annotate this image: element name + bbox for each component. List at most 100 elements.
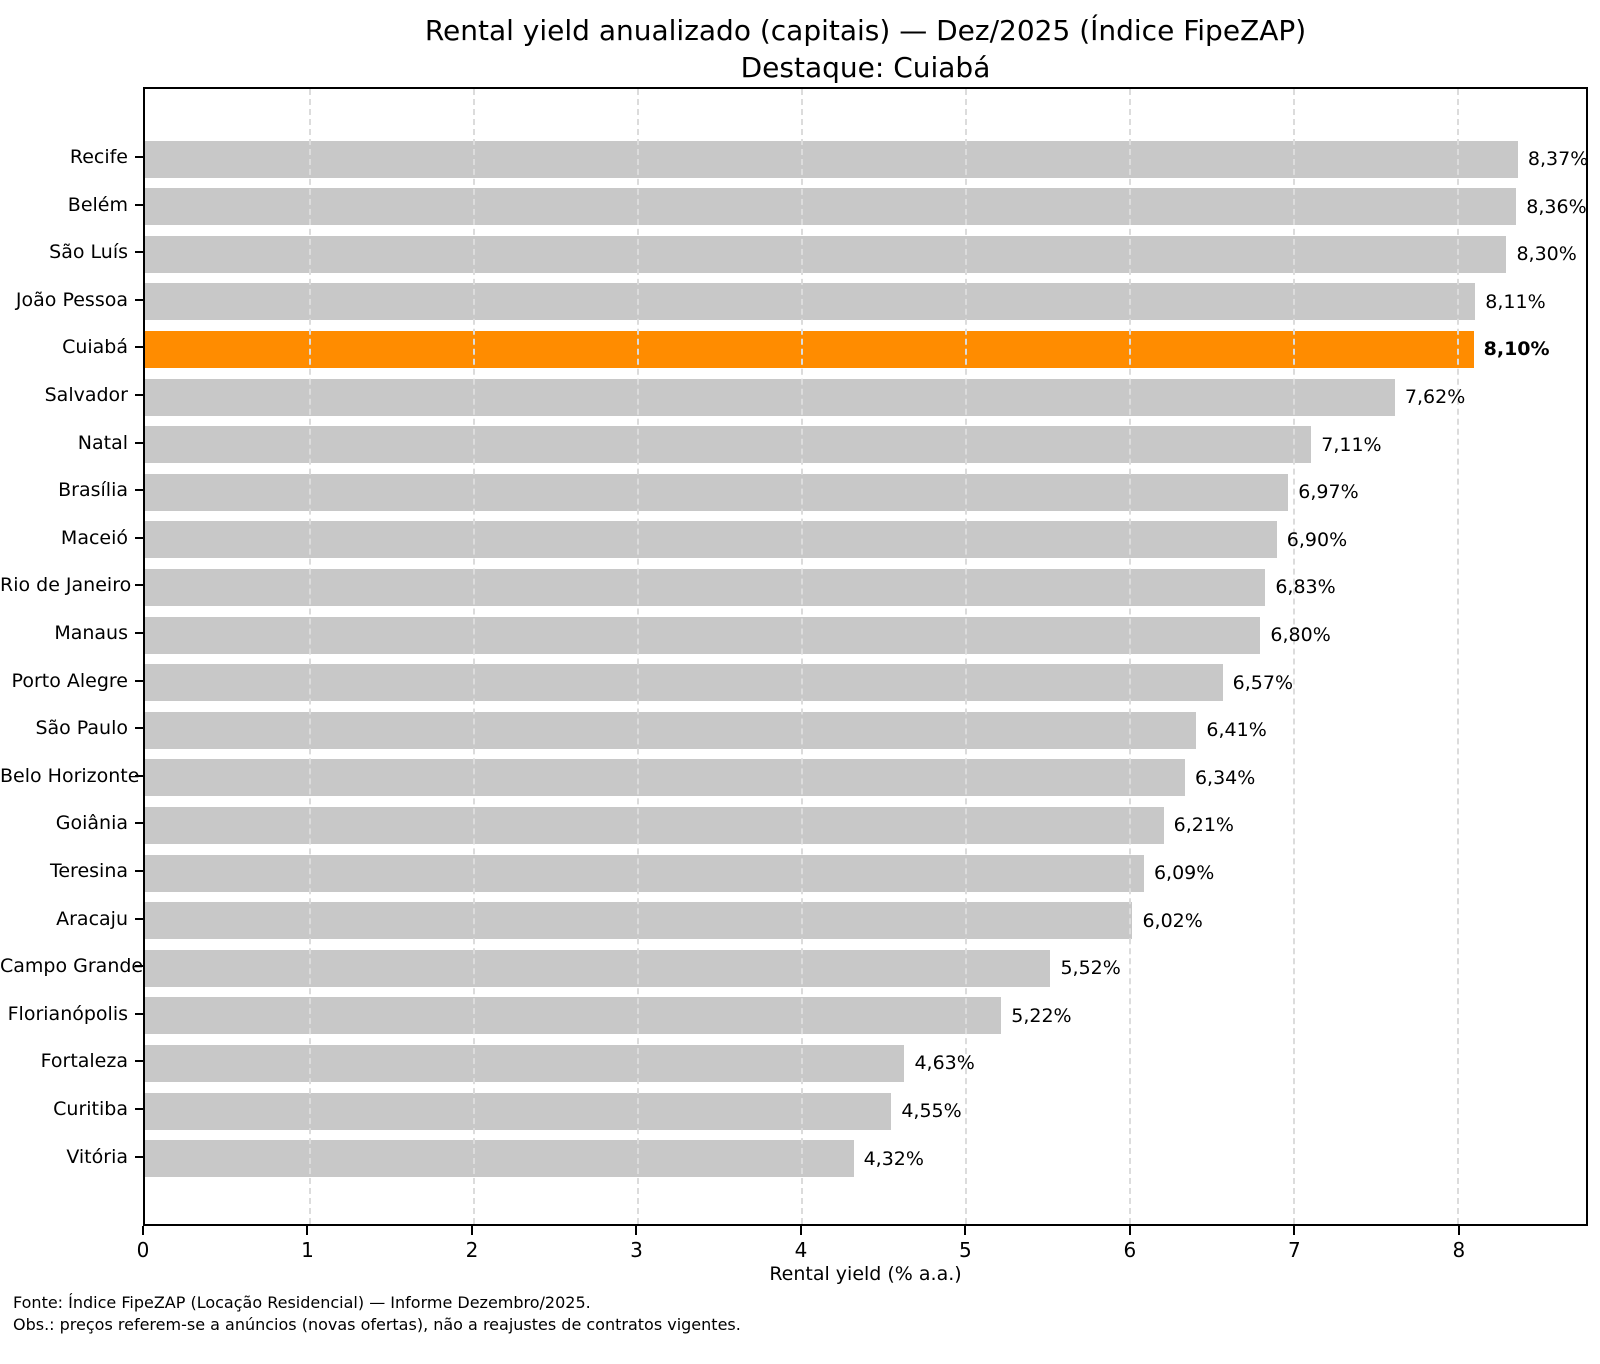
bar-value-label: 6,21% (1173, 814, 1234, 837)
x-tick-mark (1457, 1226, 1460, 1235)
bar-value-label: 8,36% (1526, 195, 1587, 218)
y-tick-label: Fortaleza (40, 1050, 128, 1073)
gridline (637, 89, 640, 1224)
y-tick-mark (135, 965, 143, 968)
gridline (1129, 89, 1132, 1224)
bar-value-label: 6,09% (1153, 862, 1215, 884)
x-tick-label: 6 (1123, 1238, 1137, 1262)
y-tick-mark (135, 774, 143, 777)
y-tick-mark (135, 1155, 143, 1158)
y-tick-mark (135, 727, 143, 730)
bar-value-label: 8,37% (1527, 148, 1589, 170)
bar-value-label: 6,90% (1286, 528, 1348, 551)
bar-value-label: 6,57% (1232, 671, 1294, 694)
y-tick-label: Rio de Janeiro (0, 574, 132, 597)
bar (145, 1140, 854, 1178)
x-tick-mark (1293, 1226, 1296, 1235)
y-tick-label: São Luís (49, 241, 128, 264)
bar-value-label: 8,30% (1516, 243, 1577, 266)
bar (145, 521, 1277, 559)
y-tick-label: Cuiabá (62, 336, 128, 359)
y-tick-label: Brasília (58, 479, 128, 502)
bar-value-label: 4,63% (914, 1052, 975, 1075)
y-tick-label: Goiânia (55, 812, 128, 835)
bar-value-label: 6,83% (1275, 576, 1336, 599)
y-tick-mark (135, 822, 143, 825)
gridline (309, 89, 312, 1224)
bar (145, 283, 1476, 321)
y-tick-mark (135, 203, 143, 206)
bar (145, 616, 1261, 654)
x-tick-label: 0 (136, 1238, 150, 1262)
bar-value-label: 6,02% (1142, 909, 1203, 932)
x-tick-label: 4 (794, 1238, 808, 1262)
y-tick-mark (135, 632, 143, 634)
y-tick-label: Recife (69, 146, 128, 168)
obs-line: Obs.: preços referem-se a anúncios (nova… (13, 1315, 741, 1334)
bar (145, 140, 1518, 178)
x-tick-mark (1128, 1226, 1131, 1235)
y-tick-mark (135, 394, 143, 396)
x-tick-mark (142, 1226, 144, 1235)
chart-subtitle: Destaque: Cuiabá (740, 51, 991, 84)
bar-value-label: 6,97% (1298, 481, 1359, 504)
y-tick-mark (135, 489, 143, 492)
x-tick-label: 3 (630, 1238, 643, 1262)
gridline (473, 89, 476, 1224)
x-tick-label: 1 (301, 1238, 314, 1262)
bar (145, 711, 1197, 749)
y-tick-mark (135, 298, 143, 301)
bar (145, 188, 1517, 226)
gridline (801, 89, 804, 1224)
x-tick-mark (306, 1226, 309, 1235)
bar (145, 378, 1395, 416)
bar-value-label: 6,34% (1194, 766, 1256, 789)
x-axis: 0 1 2 3 4 5 6 7 8 (137, 1226, 1588, 1286)
bar (145, 997, 1002, 1035)
y-tick-label: Belo Horizonte (0, 764, 140, 787)
y-tick-label: João Pessoa (15, 288, 128, 311)
x-tick-mark (470, 1226, 473, 1235)
bar (145, 949, 1051, 987)
y-tick-mark (135, 679, 143, 682)
bar (145, 806, 1164, 844)
x-tick-label: 5 (959, 1238, 972, 1262)
y-tick-label: Aracaju (56, 907, 128, 930)
bar-value-label: 7,62% (1404, 386, 1466, 408)
y-tick-mark (135, 251, 143, 254)
y-tick-mark (135, 1060, 143, 1063)
x-tick-label: 2 (465, 1238, 479, 1262)
bar (145, 759, 1185, 797)
x-tick-mark (964, 1226, 967, 1235)
x-tick-label: 8 (1452, 1238, 1466, 1262)
gridline (1293, 89, 1296, 1224)
y-tick-label: Campo Grande (0, 955, 144, 978)
y-tick-label: Maceió (60, 526, 128, 549)
x-tick-label: 7 (1288, 1238, 1301, 1262)
bar-value-label: 7,11% (1321, 433, 1382, 456)
bar (145, 1092, 892, 1130)
y-tick-label: São Paulo (35, 717, 128, 740)
y-tick-mark (135, 536, 143, 539)
y-tick-mark (135, 917, 143, 920)
y-tick-mark (135, 156, 143, 158)
bar-value-label: 4,55% (901, 1100, 962, 1122)
y-tick-mark (135, 584, 143, 587)
y-tick-label: Teresina (49, 860, 128, 882)
bar-value-label: 5,22% (1011, 1004, 1072, 1027)
bar (145, 854, 1144, 892)
x-axis-label: Rental yield (% a.a.) (769, 1263, 962, 1285)
chart-title: Rental yield anualizado (capitais) — Dez… (424, 14, 1307, 47)
bar-value-label: 5,52% (1060, 957, 1121, 980)
y-tick-label: Porto Alegre (11, 669, 128, 692)
bar (145, 235, 1507, 273)
y-tick-label: Vitória (66, 1145, 128, 1168)
y-tick-mark (135, 870, 143, 872)
plot-area: 8,37% 8,36% 8,30% 8,11% 8,10% 7,62% 7,11% 6,97%… (143, 87, 1588, 1226)
y-tick-label: Salvador (44, 384, 128, 406)
y-tick-mark (135, 1012, 143, 1015)
x-tick-mark (799, 1226, 802, 1235)
y-tick-mark (135, 441, 143, 444)
y-tick-label: Natal (77, 431, 128, 454)
